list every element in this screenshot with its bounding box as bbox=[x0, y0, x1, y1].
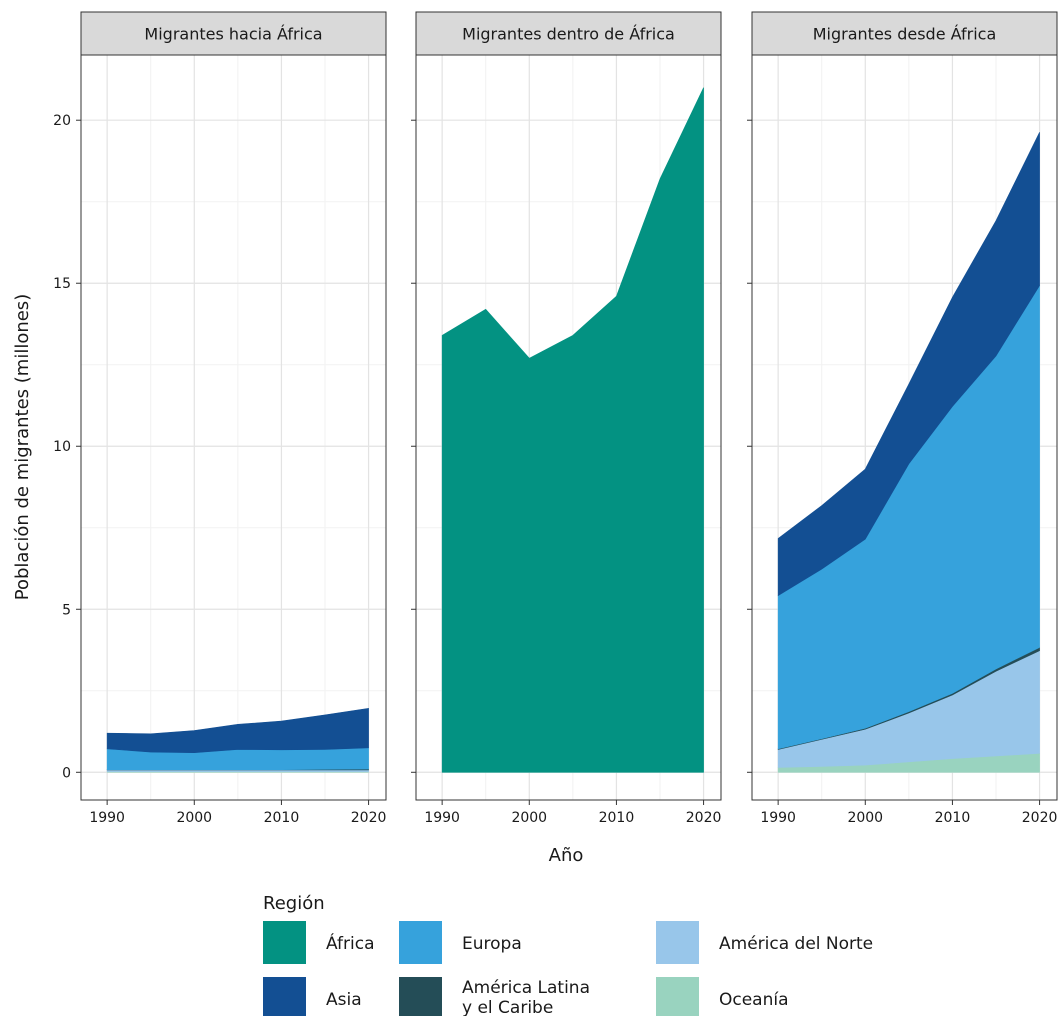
legend-swatch bbox=[263, 977, 306, 1016]
legend-item-latam: América Latina y el Caribe bbox=[399, 977, 590, 1016]
legend-item-africa: África bbox=[263, 921, 375, 964]
y-tick-label: 20 bbox=[53, 113, 71, 129]
x-tick-label: 1990 bbox=[760, 810, 796, 826]
panel-border bbox=[751, 54, 1058, 801]
y-tick-label: 15 bbox=[53, 276, 71, 292]
areas bbox=[777, 132, 1040, 773]
legend-swatch bbox=[399, 921, 442, 964]
legend-swatch bbox=[656, 977, 699, 1016]
x-tick-label: 2020 bbox=[686, 810, 722, 826]
areas bbox=[106, 708, 369, 773]
gridlines bbox=[81, 55, 386, 800]
x-tick-label: 2020 bbox=[1022, 810, 1058, 826]
panel-title: Migrantes dentro de África bbox=[462, 25, 675, 44]
legend-item-norte: América del Norte bbox=[656, 921, 873, 964]
area-africa bbox=[441, 87, 704, 773]
legend-label: Oceanía bbox=[719, 990, 789, 1010]
legend-swatch bbox=[263, 921, 306, 964]
y-tick-label: 10 bbox=[53, 439, 71, 455]
legend-label: Europa bbox=[462, 934, 522, 954]
panel-strip bbox=[751, 11, 1058, 56]
x-tick-label: 2010 bbox=[599, 810, 635, 826]
panel-strip bbox=[415, 11, 722, 56]
y-axis-title: Población de migrantes (millones) bbox=[12, 294, 33, 600]
legend-item-asia: Asia bbox=[263, 977, 362, 1016]
legend-swatch bbox=[656, 921, 699, 964]
x-tick-label: 1990 bbox=[424, 810, 460, 826]
area-asia bbox=[777, 132, 1040, 597]
panel-3: Migrantes desde África 1990 2000 2010 2020 bbox=[747, 11, 1058, 826]
legend-label: África bbox=[326, 932, 375, 954]
panel-strip bbox=[80, 11, 387, 56]
panel-title: Migrantes hacia África bbox=[144, 25, 322, 44]
legend-item-oceania: Oceanía bbox=[656, 977, 789, 1016]
panel-2: Migrantes dentro de África 1990 2000 2010 20… bbox=[411, 11, 722, 826]
legend-swatch bbox=[399, 977, 442, 1016]
x-tick-label: 2020 bbox=[351, 810, 387, 826]
x-tick-label: 2000 bbox=[847, 810, 883, 826]
y-tick-label: 0 bbox=[62, 765, 71, 781]
x-tick-label: 2010 bbox=[935, 810, 971, 826]
area-asia bbox=[106, 708, 369, 754]
x-tick-label: 1990 bbox=[89, 810, 125, 826]
panel-border bbox=[80, 54, 387, 801]
x-tick-label: 2010 bbox=[264, 810, 300, 826]
legend-title: Región bbox=[263, 893, 325, 914]
legend-item-europa: Europa bbox=[399, 921, 522, 964]
areas bbox=[441, 87, 704, 773]
x-tick-label: 2000 bbox=[511, 810, 547, 826]
y-tick-label: 5 bbox=[62, 602, 71, 618]
legend: Región África Asia Europa América Latina y e… bbox=[263, 893, 873, 1016]
panel-border bbox=[415, 54, 722, 801]
x-tick-label: 2000 bbox=[176, 810, 212, 826]
legend-label: Asia bbox=[326, 990, 362, 1010]
x-axis-title: Año bbox=[549, 845, 584, 866]
legend-label: América del Norte bbox=[719, 934, 873, 954]
legend-label: América Latina y el Caribe bbox=[462, 978, 590, 1016]
panel-title: Migrantes desde África bbox=[813, 25, 997, 44]
